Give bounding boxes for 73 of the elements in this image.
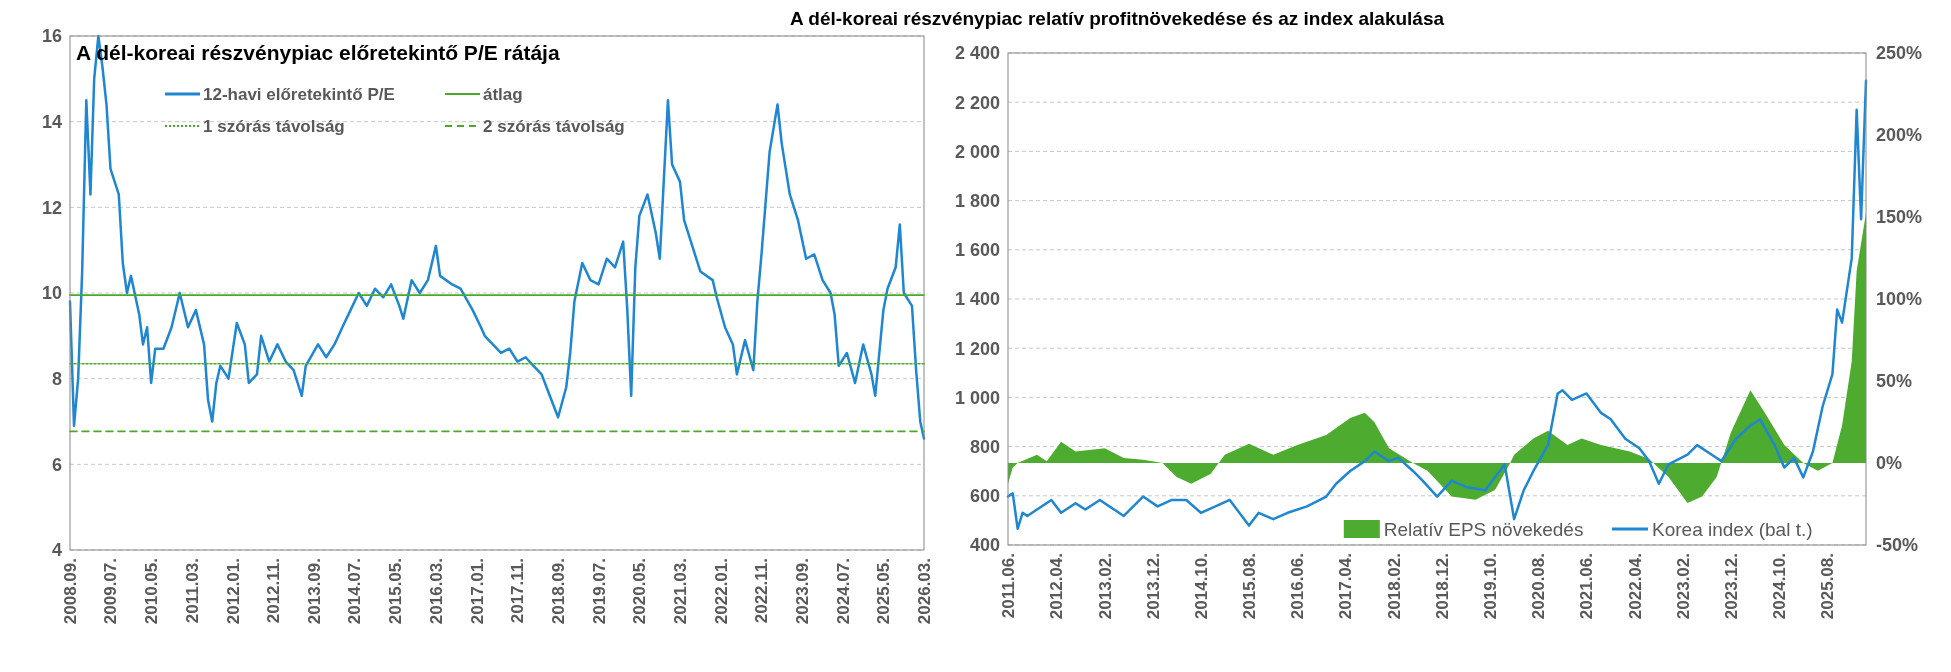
x-tick-label: 2026.03. bbox=[914, 558, 934, 625]
x-tick-label: 2017.11. bbox=[508, 558, 528, 624]
x-tick-label: 2012.04. bbox=[1047, 553, 1067, 620]
x-tick-label: 2009.07. bbox=[101, 558, 121, 625]
x-tick-label: 2013.02. bbox=[1095, 553, 1115, 620]
y-tick-label: 600 bbox=[969, 486, 1000, 507]
y-tick-label: 400 bbox=[969, 535, 1000, 556]
x-tick-label: 2018.12. bbox=[1432, 553, 1452, 620]
x-tick-label: 2023.12. bbox=[1722, 553, 1742, 620]
x-tick-label: 2021.03. bbox=[670, 558, 690, 625]
legend-label: 1 szórás távolság bbox=[203, 116, 345, 136]
x-tick-label: 2023.09. bbox=[793, 558, 813, 625]
x-tick-label: 2021.06. bbox=[1577, 553, 1597, 620]
y-tick-label: 1 200 bbox=[954, 338, 1000, 359]
x-tick-label: 2008.09. bbox=[60, 558, 80, 625]
x-tick-label: 2014.07. bbox=[345, 558, 365, 625]
x-tick-label: 2020.08. bbox=[1529, 553, 1549, 620]
y-tick-label: 12 bbox=[41, 197, 62, 218]
x-tick-label: 2025.08. bbox=[1818, 553, 1838, 620]
x-tick-label: 2020.05. bbox=[630, 558, 650, 625]
y2-tick-label: 100% bbox=[1876, 289, 1923, 310]
y-tick-label: 4 bbox=[51, 540, 62, 561]
y-tick-label: 2 200 bbox=[954, 92, 1000, 113]
x-tick-label: 2025.05. bbox=[874, 558, 894, 625]
y-tick-label: 14 bbox=[41, 111, 62, 132]
legend-label: átlag bbox=[483, 84, 523, 104]
x-tick-label: 2019.10. bbox=[1481, 553, 1500, 620]
x-tick-label: 2022.04. bbox=[1625, 553, 1645, 620]
legend-label: Korea index (bal t.) bbox=[1652, 518, 1813, 540]
y-tick-label: 2 400 bbox=[954, 43, 1000, 64]
x-tick-label: 2019.07. bbox=[589, 558, 609, 625]
x-tick-label: 2017.01. bbox=[467, 558, 487, 625]
y-tick-label: 16 bbox=[41, 26, 62, 47]
y-tick-label: 2 000 bbox=[954, 141, 1000, 162]
x-tick-label: 2022.01. bbox=[711, 558, 731, 625]
x-tick-label: 2018.02. bbox=[1384, 553, 1404, 620]
y2-tick-label: 50% bbox=[1876, 371, 1913, 392]
x-tick-label: 2015.08. bbox=[1239, 553, 1259, 620]
y-tick-label: 10 bbox=[41, 283, 62, 304]
legend-label: 2 szórás távolság bbox=[483, 116, 625, 136]
y2-tick-label: -50% bbox=[1876, 535, 1919, 556]
y-tick-label: 1 400 bbox=[954, 289, 1000, 310]
line-series bbox=[68, 34, 926, 440]
legend-label: 12-havi előretekintő P/E bbox=[203, 84, 395, 104]
x-tick-label: 2024.07. bbox=[833, 558, 853, 625]
y-tick-label: 800 bbox=[969, 436, 1000, 457]
x-tick-label: 2012.01. bbox=[223, 558, 243, 625]
x-tick-label: 2015.05. bbox=[386, 558, 406, 625]
x-tick-label: 2018.09. bbox=[549, 558, 569, 625]
x-tick-label: 2023.02. bbox=[1674, 553, 1694, 620]
x-tick-label: 2012.11. bbox=[264, 558, 284, 624]
y2-tick-label: 200% bbox=[1876, 125, 1923, 146]
y2-tick-label: 150% bbox=[1876, 207, 1923, 228]
x-tick-label: 2017.04. bbox=[1336, 553, 1356, 620]
chart-title: A dél-koreai részvénypiac relatív profitnövekedése és az index alakulása bbox=[790, 8, 1445, 29]
y2-tick-label: 250% bbox=[1876, 43, 1923, 64]
y-tick-label: 1 600 bbox=[954, 240, 1000, 261]
y-tick-label: 8 bbox=[51, 368, 62, 389]
x-tick-label: 2024.10. bbox=[1770, 553, 1790, 620]
x-tick-label: 2022.11. bbox=[752, 558, 772, 624]
y2-tick-label: 0% bbox=[1876, 453, 1903, 474]
x-tick-label: 2016.06. bbox=[1288, 553, 1308, 620]
x-tick-label: 2014.10. bbox=[1191, 553, 1211, 620]
legend-label: Relatív EPS növekedés bbox=[1383, 518, 1584, 540]
y-tick-label: 6 bbox=[51, 454, 62, 475]
y-tick-label: 1 800 bbox=[954, 190, 1000, 211]
x-tick-label: 2016.03. bbox=[426, 558, 446, 625]
x-tick-label: 2013.09. bbox=[304, 558, 324, 625]
x-tick-label: 2010.05. bbox=[142, 558, 162, 625]
x-tick-label: 2013.12. bbox=[1143, 553, 1163, 620]
y-tick-label: 1 000 bbox=[954, 387, 1000, 408]
x-tick-label: 2011.03. bbox=[182, 558, 202, 624]
x-tick-label: 2011.06. bbox=[998, 553, 1018, 619]
